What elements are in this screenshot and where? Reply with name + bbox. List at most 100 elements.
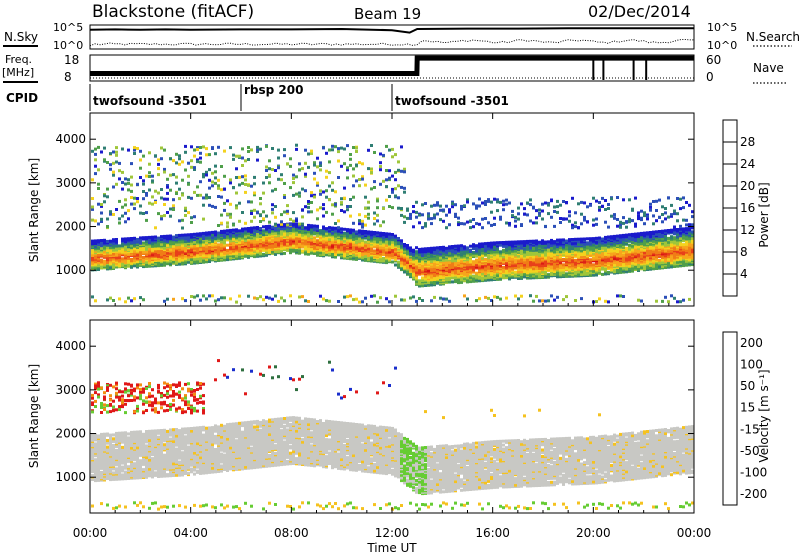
- power-cell: [352, 184, 355, 188]
- power-cell: [220, 243, 223, 246]
- power-cell: [505, 253, 508, 257]
- power-cell: [235, 300, 238, 304]
- power-cell: [298, 233, 301, 237]
- power-cell: [475, 263, 478, 267]
- power-cell: [592, 196, 595, 200]
- power-cell: [106, 161, 109, 164]
- power-cell: [328, 148, 331, 152]
- power-cell: [148, 162, 151, 166]
- power-cell: [172, 257, 175, 261]
- power-cell: [535, 209, 538, 213]
- power-cell: [484, 242, 487, 246]
- power-cell: [136, 147, 139, 150]
- power-cell: [229, 228, 232, 232]
- power-cell: [130, 265, 133, 269]
- power-cell: [520, 258, 523, 262]
- power-cell: [301, 215, 304, 219]
- power-cell: [325, 232, 328, 236]
- power-cell: [346, 144, 349, 148]
- power-cell: [394, 153, 397, 157]
- power-cell: [574, 258, 577, 262]
- power-cell: [295, 192, 298, 196]
- power-cell: [499, 215, 502, 219]
- power-cell: [97, 249, 100, 253]
- power-cell: [451, 280, 454, 284]
- power-cell: [127, 256, 130, 260]
- power-cell: [235, 154, 238, 158]
- power-cell: [592, 223, 595, 227]
- power-cell: [313, 195, 316, 199]
- power-cell: [541, 202, 544, 206]
- power-cell: [475, 222, 478, 226]
- power-cell: [529, 198, 532, 202]
- power-cell: [463, 272, 466, 276]
- power-cell: [319, 229, 322, 233]
- power-cell: [196, 185, 199, 189]
- power-cell: [211, 233, 214, 237]
- power-cell: [283, 210, 286, 214]
- power-cell: [439, 204, 442, 208]
- power-cell: [361, 219, 364, 223]
- power-cell: [157, 173, 160, 177]
- power-cell: [229, 202, 232, 206]
- power-cell: [166, 197, 169, 201]
- power-cell: [451, 202, 454, 206]
- power-cell: [535, 255, 538, 259]
- power-cell: [628, 250, 631, 254]
- cpid-program-label: rbsp 200: [244, 83, 303, 97]
- power-cell: [526, 239, 529, 243]
- power-cell: [496, 209, 499, 213]
- power-cell: [448, 257, 451, 260]
- power-cell: [307, 205, 310, 209]
- power-cell: [118, 297, 121, 301]
- power-cell: [271, 203, 274, 207]
- power-cell: [301, 244, 304, 248]
- power-cell: [484, 200, 487, 203]
- power-cell: [487, 278, 490, 282]
- power-cell: [340, 240, 343, 244]
- power-cell: [304, 205, 307, 209]
- power-cell: [283, 154, 286, 158]
- power-cell: [445, 204, 448, 208]
- power-cell: [541, 245, 544, 249]
- power-cell: [184, 299, 187, 303]
- power-cell: [229, 297, 232, 301]
- power-cell: [523, 240, 526, 244]
- power-cell: [292, 173, 295, 177]
- power-cell: [355, 150, 358, 153]
- power-cell: [238, 238, 241, 242]
- power-cell: [454, 212, 457, 216]
- power-cell: [346, 208, 349, 212]
- power-cell: [502, 268, 505, 272]
- power-cell: [592, 269, 595, 273]
- power-cell: [514, 252, 517, 256]
- power-cell: [154, 235, 157, 239]
- power-cell: [151, 174, 154, 178]
- power-cell: [256, 244, 259, 248]
- power-cell: [199, 298, 202, 302]
- power-cell: [616, 247, 619, 251]
- power-cell: [580, 200, 583, 204]
- power-cell: [361, 255, 364, 259]
- power-cell: [436, 201, 439, 205]
- power-cell: [415, 215, 418, 219]
- power-cell: [391, 243, 394, 247]
- power-cell: [607, 225, 610, 229]
- power-cell: [343, 186, 346, 190]
- power-cell: [169, 214, 172, 218]
- cpid-program-label: twofsound -3501: [93, 94, 207, 108]
- power-cell: [181, 262, 184, 266]
- power-cell: [586, 251, 589, 255]
- power-cell: [598, 205, 601, 209]
- power-cell: [439, 246, 442, 249]
- power-cell: [340, 197, 343, 201]
- power-cell: [541, 299, 544, 303]
- power-cell: [316, 239, 319, 243]
- power-cell: [202, 196, 205, 200]
- power-cell: [529, 294, 532, 298]
- power-cell: [364, 257, 367, 261]
- power-cell: [586, 205, 589, 209]
- power-cell: [199, 180, 202, 184]
- power-cell: [604, 235, 607, 239]
- power-cell: [256, 145, 259, 149]
